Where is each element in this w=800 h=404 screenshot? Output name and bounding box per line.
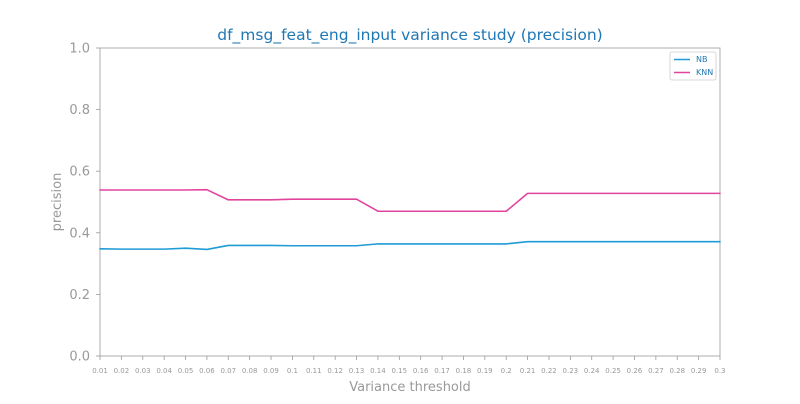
y-tick-label: 0.8 bbox=[69, 103, 90, 118]
x-tick-label: 0.21 bbox=[520, 367, 536, 375]
legend-label-knn: KNN bbox=[696, 68, 713, 77]
x-tick-label: 0.1 bbox=[287, 367, 298, 375]
x-tick-label: 0.08 bbox=[242, 367, 258, 375]
x-tick-label: 0.22 bbox=[541, 367, 557, 375]
y-axis-label: precision bbox=[50, 173, 65, 232]
x-tick-label: 0.06 bbox=[199, 367, 215, 375]
x-tick-label: 0.12 bbox=[327, 367, 343, 375]
series-lines bbox=[99, 188, 721, 251]
x-axis-label: Variance threshold bbox=[349, 380, 471, 395]
series-line-nb bbox=[99, 240, 721, 251]
legend: NB KNN bbox=[669, 51, 717, 81]
plot-area bbox=[99, 47, 721, 357]
x-tick-label: 0.29 bbox=[691, 367, 707, 375]
y-axis-ticks: 0.0 0.2 0.4 0.6 0.8 1.0 bbox=[69, 42, 100, 365]
x-tick-label: 0.16 bbox=[413, 367, 429, 375]
x-tick-label: 0.03 bbox=[135, 367, 151, 375]
series-line-knn bbox=[99, 188, 721, 213]
x-tick-label: 0.2 bbox=[501, 367, 512, 375]
x-tick-label: 0.02 bbox=[114, 367, 130, 375]
x-tick-label: 0.23 bbox=[563, 367, 579, 375]
x-tick-label: 0.13 bbox=[349, 367, 365, 375]
x-tick-label: 0.25 bbox=[605, 367, 621, 375]
x-tick-label: 0.27 bbox=[648, 367, 664, 375]
x-tick-label: 0.18 bbox=[456, 367, 472, 375]
x-tick-label: 0.01 bbox=[92, 367, 108, 375]
y-tick-label: 0.6 bbox=[69, 165, 90, 180]
x-tick-label: 0.14 bbox=[370, 367, 386, 375]
x-tick-label: 0.17 bbox=[434, 367, 450, 375]
chart-title: df_msg_feat_eng_input variance study (pr… bbox=[217, 26, 602, 45]
x-tick-label: 0.15 bbox=[392, 367, 408, 375]
x-tick-label: 0.3 bbox=[714, 367, 725, 375]
y-tick-label: 0.2 bbox=[69, 288, 90, 303]
x-axis-ticks: 0.01 0.02 0.03 0.04 0.05 0.06 0.07 0.08 0.09 0.1 0… bbox=[92, 356, 726, 375]
x-tick-label: 0.07 bbox=[220, 367, 236, 375]
x-tick-label: 0.04 bbox=[156, 367, 172, 375]
x-tick-label: 0.09 bbox=[263, 367, 279, 375]
y-tick-label: 1.0 bbox=[69, 42, 90, 57]
legend-label-nb: NB bbox=[696, 55, 707, 64]
y-tick-label: 0.4 bbox=[69, 226, 90, 241]
x-tick-label: 0.11 bbox=[306, 367, 322, 375]
x-tick-label: 0.28 bbox=[669, 367, 685, 375]
x-tick-label: 0.19 bbox=[477, 367, 493, 375]
x-tick-label: 0.26 bbox=[627, 367, 643, 375]
x-tick-label: 0.05 bbox=[178, 367, 194, 375]
y-tick-label: 0.0 bbox=[69, 350, 90, 365]
x-tick-label: 0.24 bbox=[584, 367, 600, 375]
